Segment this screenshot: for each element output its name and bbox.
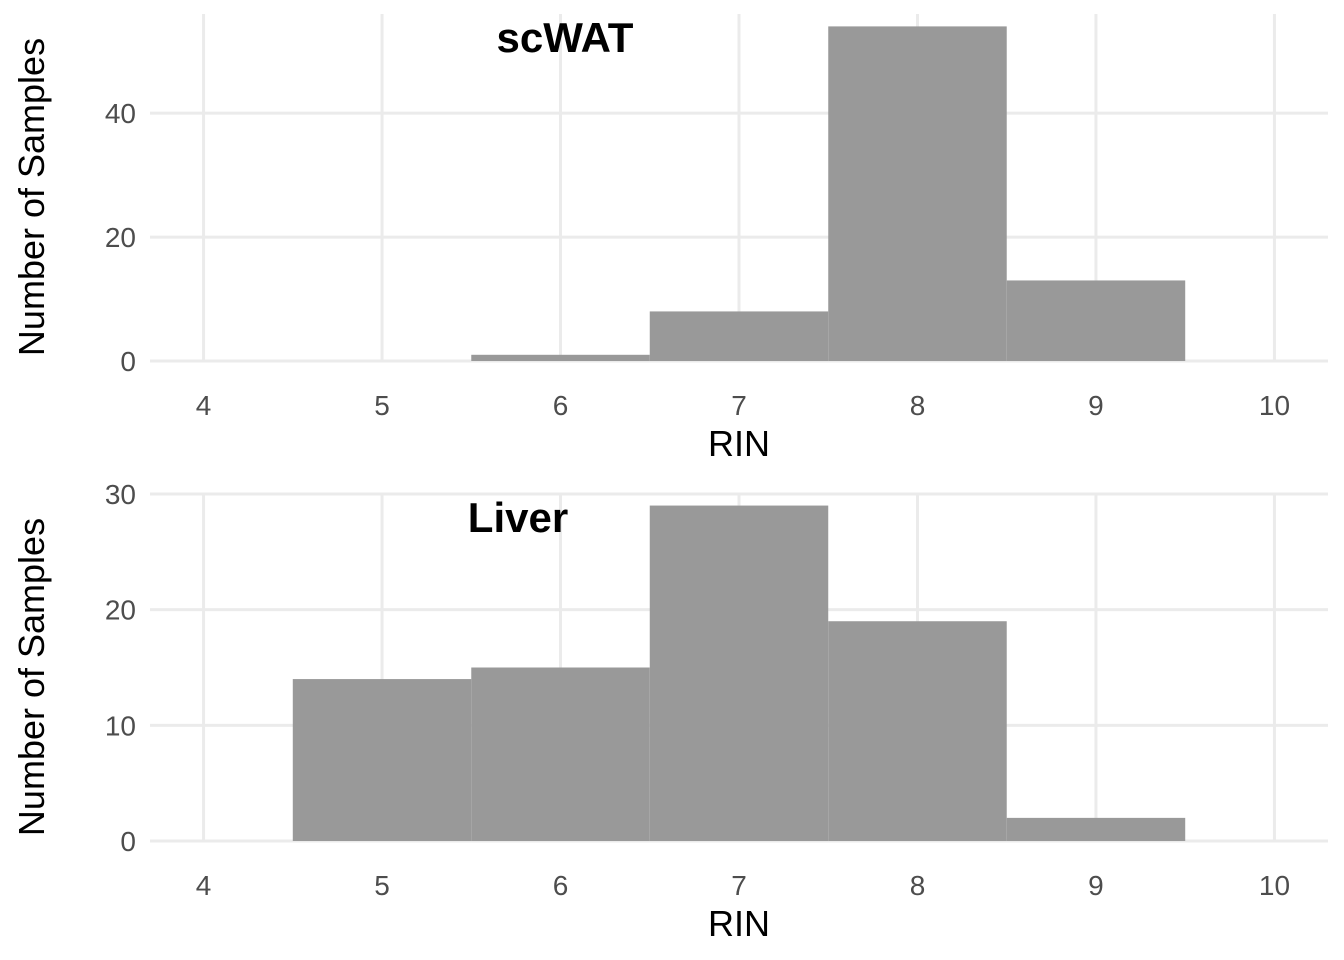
scwat-histogram-bar <box>471 354 650 361</box>
liver-panel: 4 5 6 7 8 9 10 0 10 20 30 Liver RIN Number of Sam… <box>11 479 1328 944</box>
scwat-histogram-bar <box>1006 280 1186 361</box>
liver-y-tick-label: 10 <box>105 710 136 741</box>
liver-y-tick-label: 20 <box>105 595 136 626</box>
liver-x-ticks: 4 5 6 7 8 9 10 <box>196 870 1290 901</box>
scwat-y-tick-label: 40 <box>105 98 136 129</box>
scwat-x-tick-label: 4 <box>196 390 212 421</box>
scwat-y-tick-label: 20 <box>105 222 136 253</box>
liver-x-axis-title: RIN <box>708 903 770 944</box>
liver-y-ticks: 0 10 20 30 <box>105 479 136 857</box>
liver-histogram-bar <box>649 505 829 841</box>
scwat-x-ticks: 4 5 6 7 8 9 10 <box>196 390 1290 421</box>
liver-x-tick-label: 8 <box>910 870 926 901</box>
scwat-x-tick-label: 8 <box>910 390 926 421</box>
liver-histogram-bar <box>292 679 472 841</box>
liver-histogram-bar <box>471 667 650 841</box>
scwat-x-tick-label: 7 <box>731 390 747 421</box>
scwat-y-ticks: 0 20 40 <box>105 98 136 377</box>
liver-y-tick-label: 0 <box>120 826 136 857</box>
liver-x-tick-label: 10 <box>1259 870 1290 901</box>
liver-y-axis-title: Number of Samples <box>11 518 52 836</box>
scwat-x-tick-label: 10 <box>1259 390 1290 421</box>
liver-x-tick-label: 7 <box>731 870 747 901</box>
liver-x-tick-label: 9 <box>1088 870 1104 901</box>
liver-histogram-bar <box>1006 817 1186 841</box>
scwat-bars <box>471 26 1186 362</box>
liver-y-tick-label: 30 <box>105 479 136 510</box>
scwat-panel-title: scWAT <box>497 14 634 61</box>
scwat-x-tick-label: 5 <box>374 390 390 421</box>
scwat-y-tick-label: 0 <box>120 346 136 377</box>
scwat-x-tick-label: 9 <box>1088 390 1104 421</box>
scwat-panel: 4 5 6 7 8 9 10 0 20 40 scWAT RIN Number of Sampl… <box>11 14 1328 464</box>
liver-x-tick-label: 6 <box>553 870 569 901</box>
liver-x-tick-label: 5 <box>374 870 390 901</box>
scwat-histogram-bar <box>649 311 829 361</box>
liver-bars <box>292 505 1186 841</box>
scwat-y-axis-title: Number of Samples <box>11 38 52 356</box>
scwat-x-axis-title: RIN <box>708 423 770 464</box>
liver-histogram-bar <box>828 621 1007 841</box>
liver-panel-title: Liver <box>468 494 568 541</box>
scwat-x-tick-label: 6 <box>553 390 569 421</box>
scwat-histogram-bar <box>828 26 1007 362</box>
liver-x-tick-label: 4 <box>196 870 212 901</box>
